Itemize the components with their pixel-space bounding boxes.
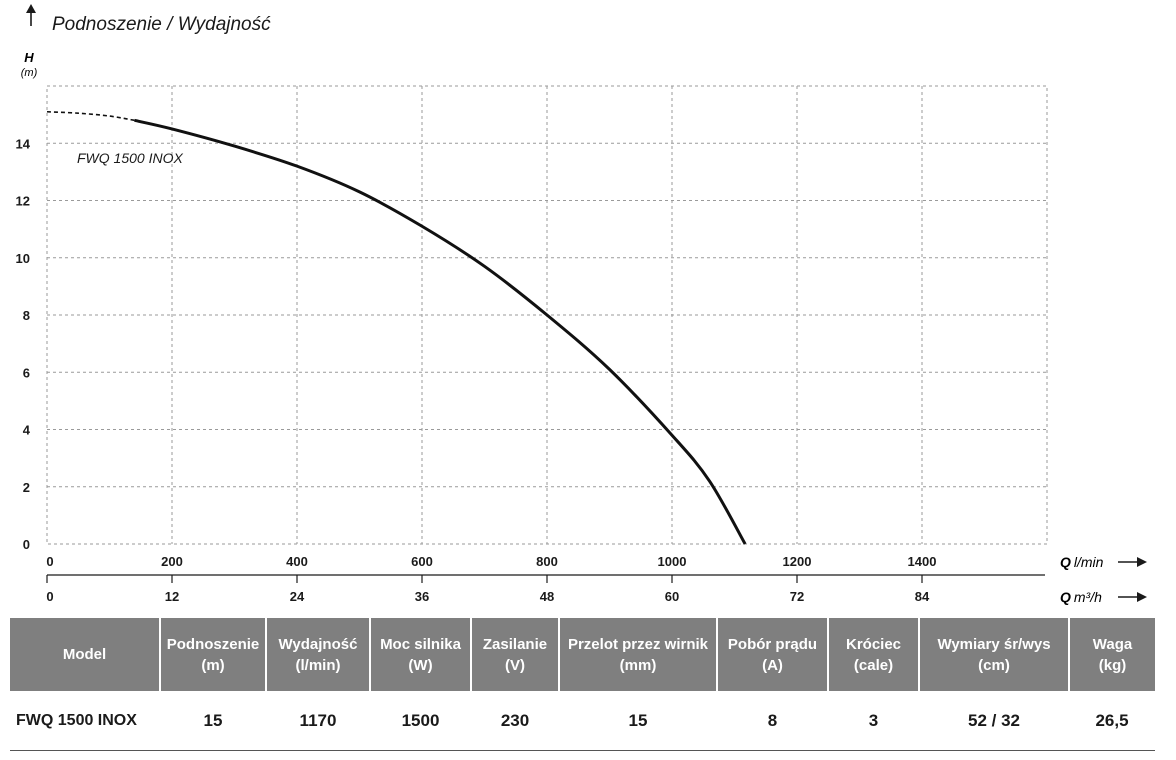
header-line: (kg) (1098, 656, 1127, 674)
y-tick-label: 0 (23, 537, 30, 552)
table-cell: 1500 (370, 691, 471, 751)
x-tick-label: 200 (161, 554, 183, 569)
header-line: (l/min) (295, 656, 341, 674)
header-line: (cale) (853, 656, 894, 674)
y-axis-label: H (24, 50, 34, 65)
header-line: (W) (408, 656, 433, 674)
curve-dashed-segment (46, 110, 135, 122)
x-tick-label: 0 (46, 554, 53, 569)
secondary-x-tick-label: 84 (915, 589, 930, 604)
x-tick-label: 600 (411, 554, 433, 569)
table-cell: 3 (828, 691, 919, 751)
y-tick-label: 2 (23, 480, 30, 495)
header-line: Moc silnika (380, 635, 461, 653)
table-header-cell: Wymiary śr/wys (cm) (919, 618, 1070, 691)
secondary-x-tick-label: 60 (665, 589, 679, 604)
secondary-x-tick-label: 48 (540, 589, 554, 604)
table-header-cell: Podnoszenie (m) (160, 618, 267, 691)
header-line: (cm) (978, 656, 1010, 674)
chart-curves (46, 110, 747, 545)
y-tick-label: 10 (16, 251, 30, 266)
table-cell: 15 (160, 691, 266, 751)
chart-axes (26, 4, 1147, 602)
header-line: Przelot przez wirnik (567, 635, 709, 653)
table-header-cell: Wydajność (l/min) (266, 618, 371, 691)
table-header-cell: Przelot przez wirnik (mm) (559, 618, 718, 691)
x-tick-label: 1400 (908, 554, 937, 569)
x-tick-label: 800 (536, 554, 558, 569)
table-header-cell: Waga (kg) (1069, 618, 1155, 691)
header-line: Zasilanie (482, 635, 548, 653)
table-cell: 1170 (266, 691, 370, 751)
table-row: FWQ 1500 INOX 15 1170 1500 230 15 8 3 52 / 32 26,… (10, 691, 1155, 751)
curve-solid-segment (134, 118, 747, 545)
y-axis-arrow-head (26, 4, 36, 13)
table-header-cell: Zasilanie (V) (471, 618, 560, 691)
table-header-cell: Pobór prądu (A) (717, 618, 829, 691)
series-label: FWQ 1500 INOX (77, 150, 183, 166)
secondary-x-tick-label: 72 (790, 589, 804, 604)
header-line: Pobór prądu (727, 635, 818, 653)
header-line: (V) (505, 656, 525, 674)
table-cell: 52 / 32 (919, 691, 1069, 751)
y-tick-label: 8 (23, 308, 30, 323)
table-cell: FWQ 1500 INOX (10, 691, 160, 751)
header-line: Podnoszenie (166, 635, 260, 653)
x-tick-label: 400 (286, 554, 308, 569)
table-cell: 230 (471, 691, 559, 751)
spec-table: Model Podnoszenie (m) Wydajność (l/min) Moc s… (10, 618, 1155, 751)
secondary-x-tick-label: 0 (46, 589, 53, 604)
table-header-cell: Model (10, 618, 161, 691)
y-tick-label: 14 (16, 136, 31, 151)
chart-title: Podnoszenie / Wydajność (52, 14, 271, 35)
header-line: Waga (1092, 635, 1133, 653)
y-axis-unit: (m) (21, 67, 38, 79)
table-header-cell: Moc silnika (W) (370, 618, 472, 691)
secondary-x-tick-label: 24 (290, 589, 305, 604)
x-tick-label: 1000 (658, 554, 687, 569)
y-tick-label: 12 (16, 194, 30, 209)
header-line: (A) (762, 656, 783, 674)
header-line: Wydajność (278, 635, 358, 653)
table-cell: 26,5 (1069, 691, 1155, 751)
x-tick-label: 1200 (783, 554, 812, 569)
table-cell: 15 (559, 691, 717, 751)
header-line: (mm) (619, 656, 657, 674)
y-tick-label: 6 (23, 365, 30, 380)
x-axis-title-arrow-head (1137, 557, 1147, 567)
header-line: Model (62, 646, 107, 663)
header-line: Wymiary śr/wys (937, 635, 1051, 653)
secondary-x-axis-title-arrow-head (1137, 592, 1147, 602)
y-tick-label: 4 (23, 423, 31, 438)
secondary-x-tick-label: 36 (415, 589, 429, 604)
table-cell: 8 (717, 691, 828, 751)
header-line: Króciec (845, 635, 902, 653)
spec-table-header: Model Podnoszenie (m) Wydajność (l/min) Moc s… (10, 618, 1155, 691)
secondary-x-tick-label: 12 (165, 589, 179, 604)
table-header-cell: Króciec (cale) (828, 618, 920, 691)
header-line: (m) (201, 656, 225, 674)
